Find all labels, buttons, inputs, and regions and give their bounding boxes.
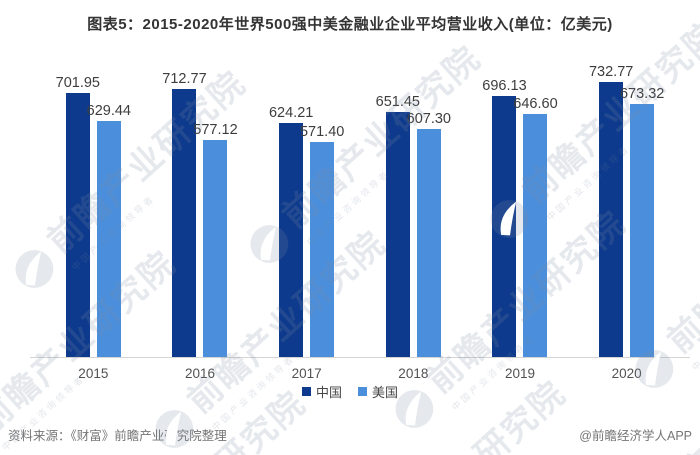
x-tick-label: 2017 xyxy=(291,366,322,381)
legend-label-china: 中国 xyxy=(315,385,342,400)
x-tick-label: 2015 xyxy=(78,366,109,381)
bar-column-美国-2017: 571.40 xyxy=(300,124,344,357)
bar-美国-2018 xyxy=(416,128,441,357)
bar-column-中国-2018: 651.45 xyxy=(376,94,420,357)
bar-column-中国-2019: 696.13 xyxy=(482,78,527,357)
legend-item-usa: 美国 xyxy=(358,382,398,401)
plot-area: 701.95 629.44 2015 712.77 577.12 2016 624.21 57… xyxy=(40,64,680,381)
bar-value-label: 696.13 xyxy=(482,77,527,94)
bar-美国-2016 xyxy=(203,140,228,357)
bar-value-label: 732.77 xyxy=(588,63,634,80)
bar-column-美国-2020: 673.32 xyxy=(620,86,664,357)
bar-value-label: 624.21 xyxy=(268,104,314,121)
x-tick-label: 2019 xyxy=(504,366,536,381)
bar-value-label: 651.45 xyxy=(375,94,421,111)
x-tick-label: 2016 xyxy=(184,366,216,381)
chart-title: 图表5：2015-2020年世界500强中美金融业企业平均营业收入(单位：亿美元… xyxy=(87,16,613,33)
bar-value-label: 571.40 xyxy=(299,124,345,141)
bar-group-2019: 696.13 646.60 2019 xyxy=(467,64,574,381)
bar-column-中国-2015: 701.95 xyxy=(56,75,100,357)
bar-中国-2015 xyxy=(65,93,90,357)
bar-value-label: 577.12 xyxy=(193,122,238,139)
bar-group-2016: 712.77 577.12 2016 xyxy=(147,64,254,381)
bar-column-美国-2015: 629.44 xyxy=(87,103,131,357)
bar-美国-2017 xyxy=(310,142,335,357)
bar-column-中国-2020: 732.77 xyxy=(589,64,633,357)
bar-中国-2019 xyxy=(492,95,517,357)
bar-column-中国-2017: 624.21 xyxy=(269,105,313,357)
bar-美国-2019 xyxy=(523,114,548,357)
bar-美国-2015 xyxy=(96,120,121,357)
bar-value-label: 673.32 xyxy=(619,86,665,103)
bar-value-label: 701.95 xyxy=(55,75,101,92)
bar-column-美国-2018: 607.30 xyxy=(407,111,451,357)
bar-group-2020: 732.77 673.32 2020 xyxy=(573,64,680,381)
bar-中国-2017 xyxy=(279,122,304,357)
bar-中国-2018 xyxy=(385,112,410,357)
legend-swatch-china xyxy=(301,387,311,396)
chart-legend: 中国 美国 xyxy=(0,382,700,401)
x-axis-line xyxy=(30,357,690,358)
bar-group-2015: 701.95 629.44 2015 xyxy=(40,64,147,381)
footer-credit: @前瞻经济学人APP xyxy=(579,429,692,443)
bar-value-label: 607.30 xyxy=(406,110,452,127)
bar-column-美国-2019: 646.60 xyxy=(513,96,558,357)
watermark-subtext: 中国产业咨询领导者 xyxy=(389,405,585,455)
legend-swatch-usa xyxy=(358,387,367,396)
legend-label-usa: 美国 xyxy=(372,385,399,400)
watermark-subtext: 中国产业咨询领导者 xyxy=(689,292,700,373)
bar-中国-2020 xyxy=(599,81,624,357)
footer-source: 资料来源：《财富》前瞻产业研究院整理 xyxy=(8,429,227,443)
x-tick-label: 2020 xyxy=(611,366,642,381)
bar-group-2017: 624.21 571.40 2017 xyxy=(253,64,360,381)
bar-value-label: 712.77 xyxy=(162,71,207,88)
bar-中国-2016 xyxy=(172,89,197,357)
bar-group-2018: 651.45 607.30 2018 xyxy=(360,64,467,381)
x-tick-label: 2018 xyxy=(398,366,429,381)
bar-column-中国-2016: 712.77 xyxy=(162,71,207,357)
bar-美国-2020 xyxy=(630,104,655,357)
legend-item-china: 中国 xyxy=(301,382,342,401)
bar-value-label: 646.60 xyxy=(513,96,558,113)
bar-column-美国-2016: 577.12 xyxy=(193,122,238,357)
bar-value-label: 629.44 xyxy=(86,102,132,119)
